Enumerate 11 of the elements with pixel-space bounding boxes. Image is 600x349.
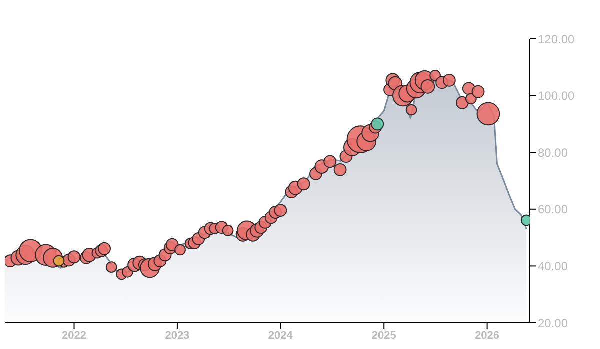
y-tick-label: 60.00	[538, 202, 568, 217]
x-tick-label: 2026	[475, 330, 500, 342]
y-tick-label: 80.00	[538, 146, 568, 160]
y-tick-label: 120.00	[538, 32, 576, 46]
x-tick-label: 2022	[62, 330, 87, 342]
y-tick-label: 100.00	[538, 89, 576, 104]
x-tick-label: 2023	[165, 330, 190, 342]
y-tick-label: 20.00	[538, 316, 568, 330]
x-tick-label: 2024	[268, 330, 294, 342]
x-tick-label: 2025	[372, 330, 396, 342]
y-tick-label: 40.00	[538, 259, 568, 274]
